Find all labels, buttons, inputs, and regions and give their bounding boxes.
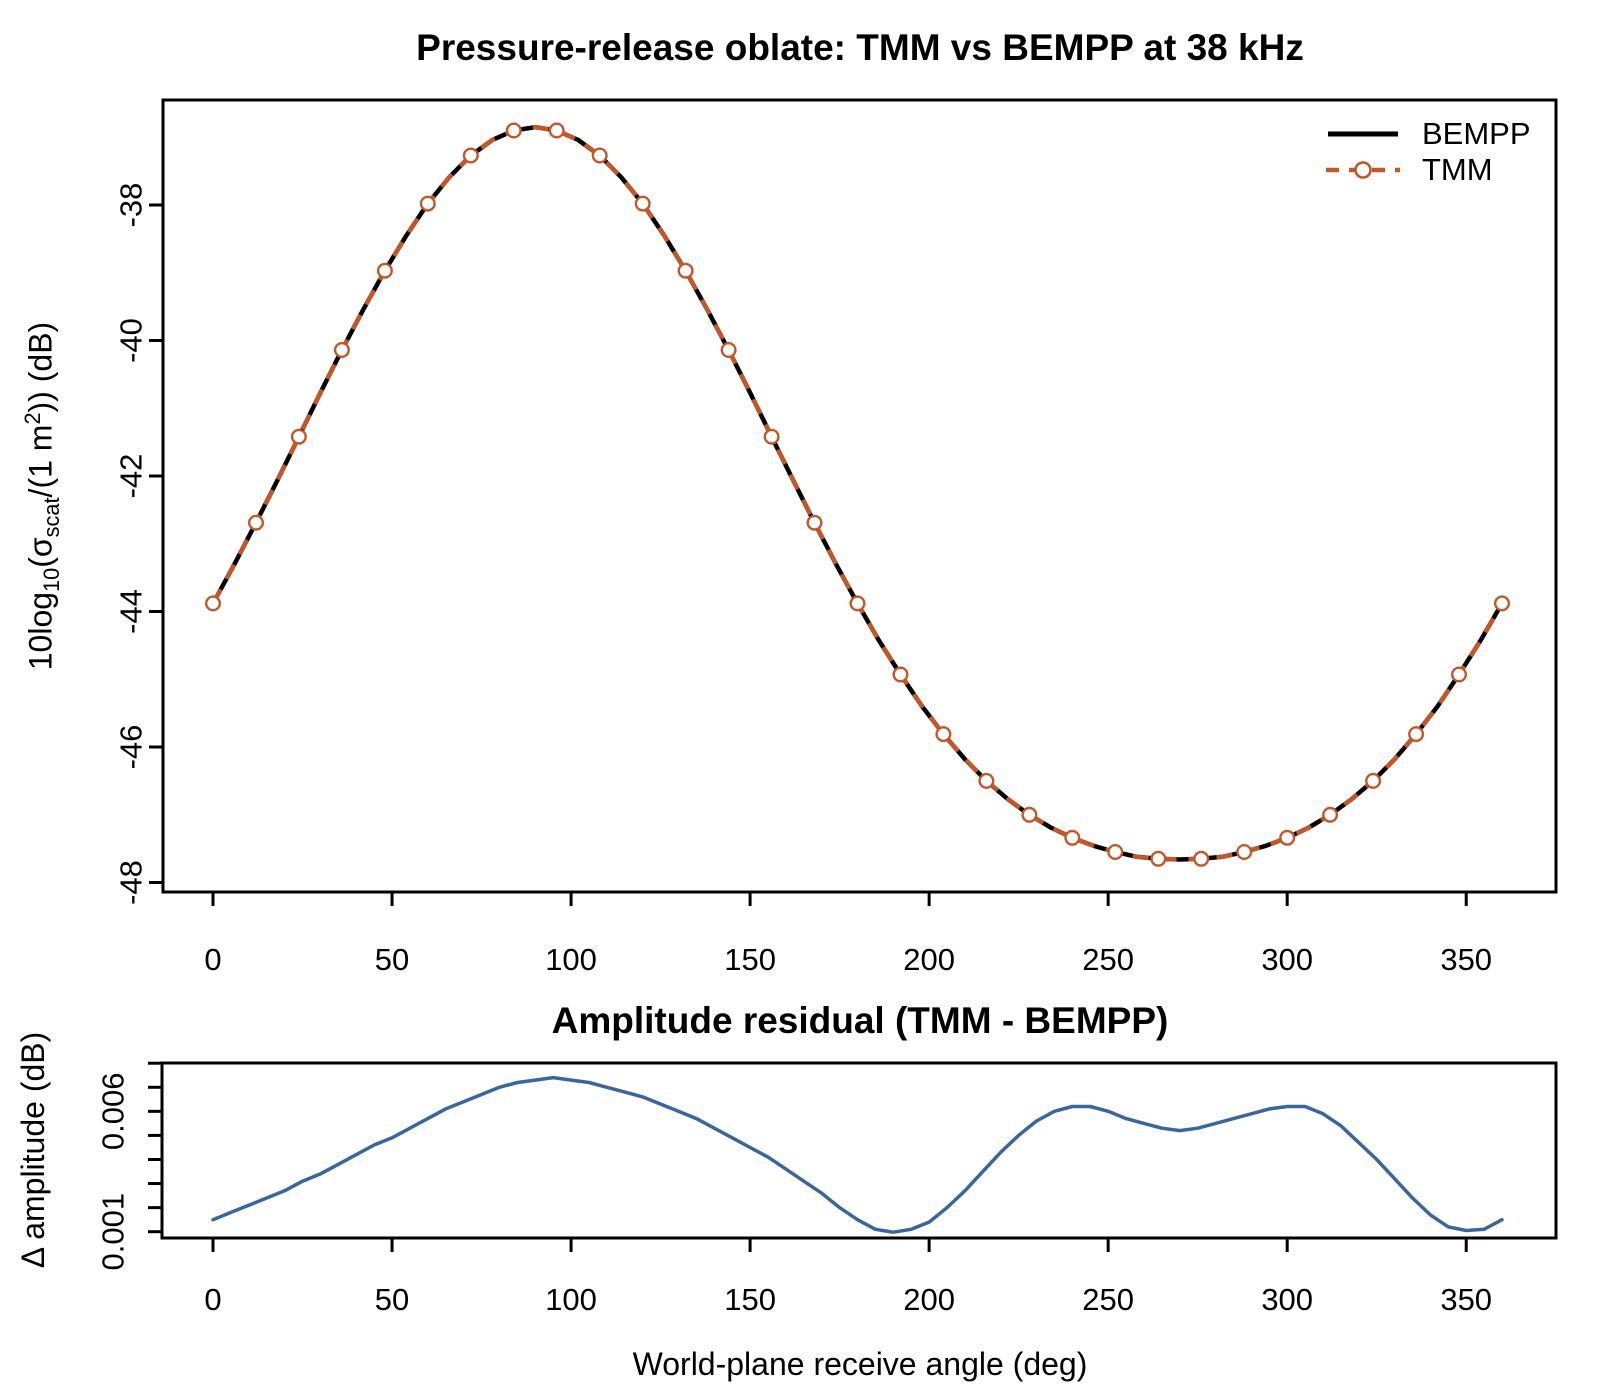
x-tick-label: 250 — [1082, 1282, 1134, 1317]
tmm-marker — [1021, 806, 1038, 823]
top-plot-box — [161, 98, 1558, 894]
x-tick-label: 300 — [1261, 1282, 1313, 1317]
tmm-marker — [290, 428, 307, 445]
tmm-marker — [935, 726, 952, 743]
x-tick-label: 350 — [1440, 942, 1492, 977]
tmm-marker — [1236, 844, 1253, 861]
tmm-marker — [677, 262, 694, 279]
x-tick-label: 0 — [204, 942, 221, 977]
y-axis-title-part: σ — [22, 537, 59, 558]
tmm-marker — [1064, 829, 1081, 846]
y-axis-title-part: scat — [39, 497, 65, 538]
tmm-marker — [1408, 726, 1425, 743]
y-axis-title-part: /(1 m — [22, 424, 59, 498]
tmm-line-sample-icon — [1326, 160, 1400, 179]
x-tick-label: 250 — [1082, 942, 1134, 977]
tmm-marker — [806, 514, 823, 531]
x-tick-label: 100 — [545, 1282, 597, 1317]
x-tick-label: 0 — [204, 1282, 221, 1317]
y-tick-label: -40 — [114, 318, 149, 363]
legend-label-tmm: TMM — [1422, 151, 1493, 187]
x-tick-label: 50 — [375, 942, 409, 977]
tmm-marker — [204, 595, 221, 612]
y-tick-label: -48 — [114, 860, 149, 905]
y-tick-label: -42 — [114, 454, 149, 499]
x-tick-label: 300 — [1261, 942, 1313, 977]
bottom-plot-title: Amplitude residual (TMM - BEMPP) — [551, 1000, 1169, 1041]
bempp-curve — [210, 124, 1505, 862]
tmm-marker — [333, 342, 350, 359]
tmm-marker — [1365, 772, 1382, 789]
tmm-marker — [419, 195, 436, 212]
legend-label-bempp: BEMPP — [1422, 115, 1531, 151]
residual-curve — [211, 1075, 1504, 1234]
y-axis-title-part: 10log — [22, 591, 59, 671]
x-tick-label: 150 — [724, 942, 776, 977]
tmm-marker — [1279, 829, 1296, 846]
tmm-marker — [978, 772, 995, 789]
tmm-marker — [376, 262, 393, 279]
legend-item-tmm: TMM — [1322, 151, 1531, 187]
x-tick-label: 100 — [545, 942, 597, 977]
tmm-marker — [1193, 850, 1210, 867]
y-axis-title-part: )) (dB) — [22, 321, 59, 413]
y-axis-title-part: 2 — [20, 412, 45, 425]
tmm-marker — [505, 122, 522, 139]
y-axis-title-part: ( — [22, 557, 59, 568]
x-axis-title: World-plane receive angle (deg) — [632, 1346, 1088, 1382]
x-tick-label: 200 — [903, 942, 955, 977]
tmm-marker — [1107, 844, 1124, 861]
legend-item-bempp: BEMPP — [1322, 115, 1531, 151]
bottom-y-axis-title: Δ amplitude (dB) — [15, 1031, 51, 1269]
x-tick-label: 150 — [724, 1282, 776, 1317]
y-axis-title-part: 10 — [39, 567, 65, 592]
tmm-marker — [1450, 666, 1467, 683]
y-tick-label: 0.006 — [96, 1073, 131, 1151]
tmm-marker — [720, 342, 737, 359]
x-tick-label: 200 — [903, 1282, 955, 1317]
tmm-marker — [849, 595, 866, 612]
y-tick-label: 0.001 — [96, 1193, 131, 1271]
tmm-marker — [591, 147, 608, 164]
tmm-marker — [548, 122, 565, 139]
x-tick-label: 350 — [1440, 1282, 1492, 1317]
x-tick-label: 50 — [375, 1282, 409, 1317]
legend: BEMPP TMM — [1322, 115, 1531, 187]
tmm-marker — [763, 428, 780, 445]
tmm-marker — [1322, 806, 1339, 823]
tmm-marker — [634, 195, 651, 212]
bottom-plot-box — [160, 1061, 1558, 1240]
bempp-line-sample-icon — [1328, 131, 1398, 136]
tmm-marker — [1150, 850, 1167, 867]
top-plot-title: Pressure-release oblate: TMM vs BEMPP at… — [416, 27, 1304, 68]
tmm-marker — [892, 666, 909, 683]
tmm-marker — [1493, 595, 1510, 612]
top-y-axis-title: 10log10(σscat/(1 m2)) (dB) — [12, 146, 64, 846]
y-tick-label: -46 — [114, 725, 149, 770]
y-tick-label: -44 — [114, 589, 149, 634]
y-tick-label: -38 — [114, 183, 149, 228]
tmm-marker — [462, 147, 479, 164]
tmm-marker — [247, 514, 264, 531]
